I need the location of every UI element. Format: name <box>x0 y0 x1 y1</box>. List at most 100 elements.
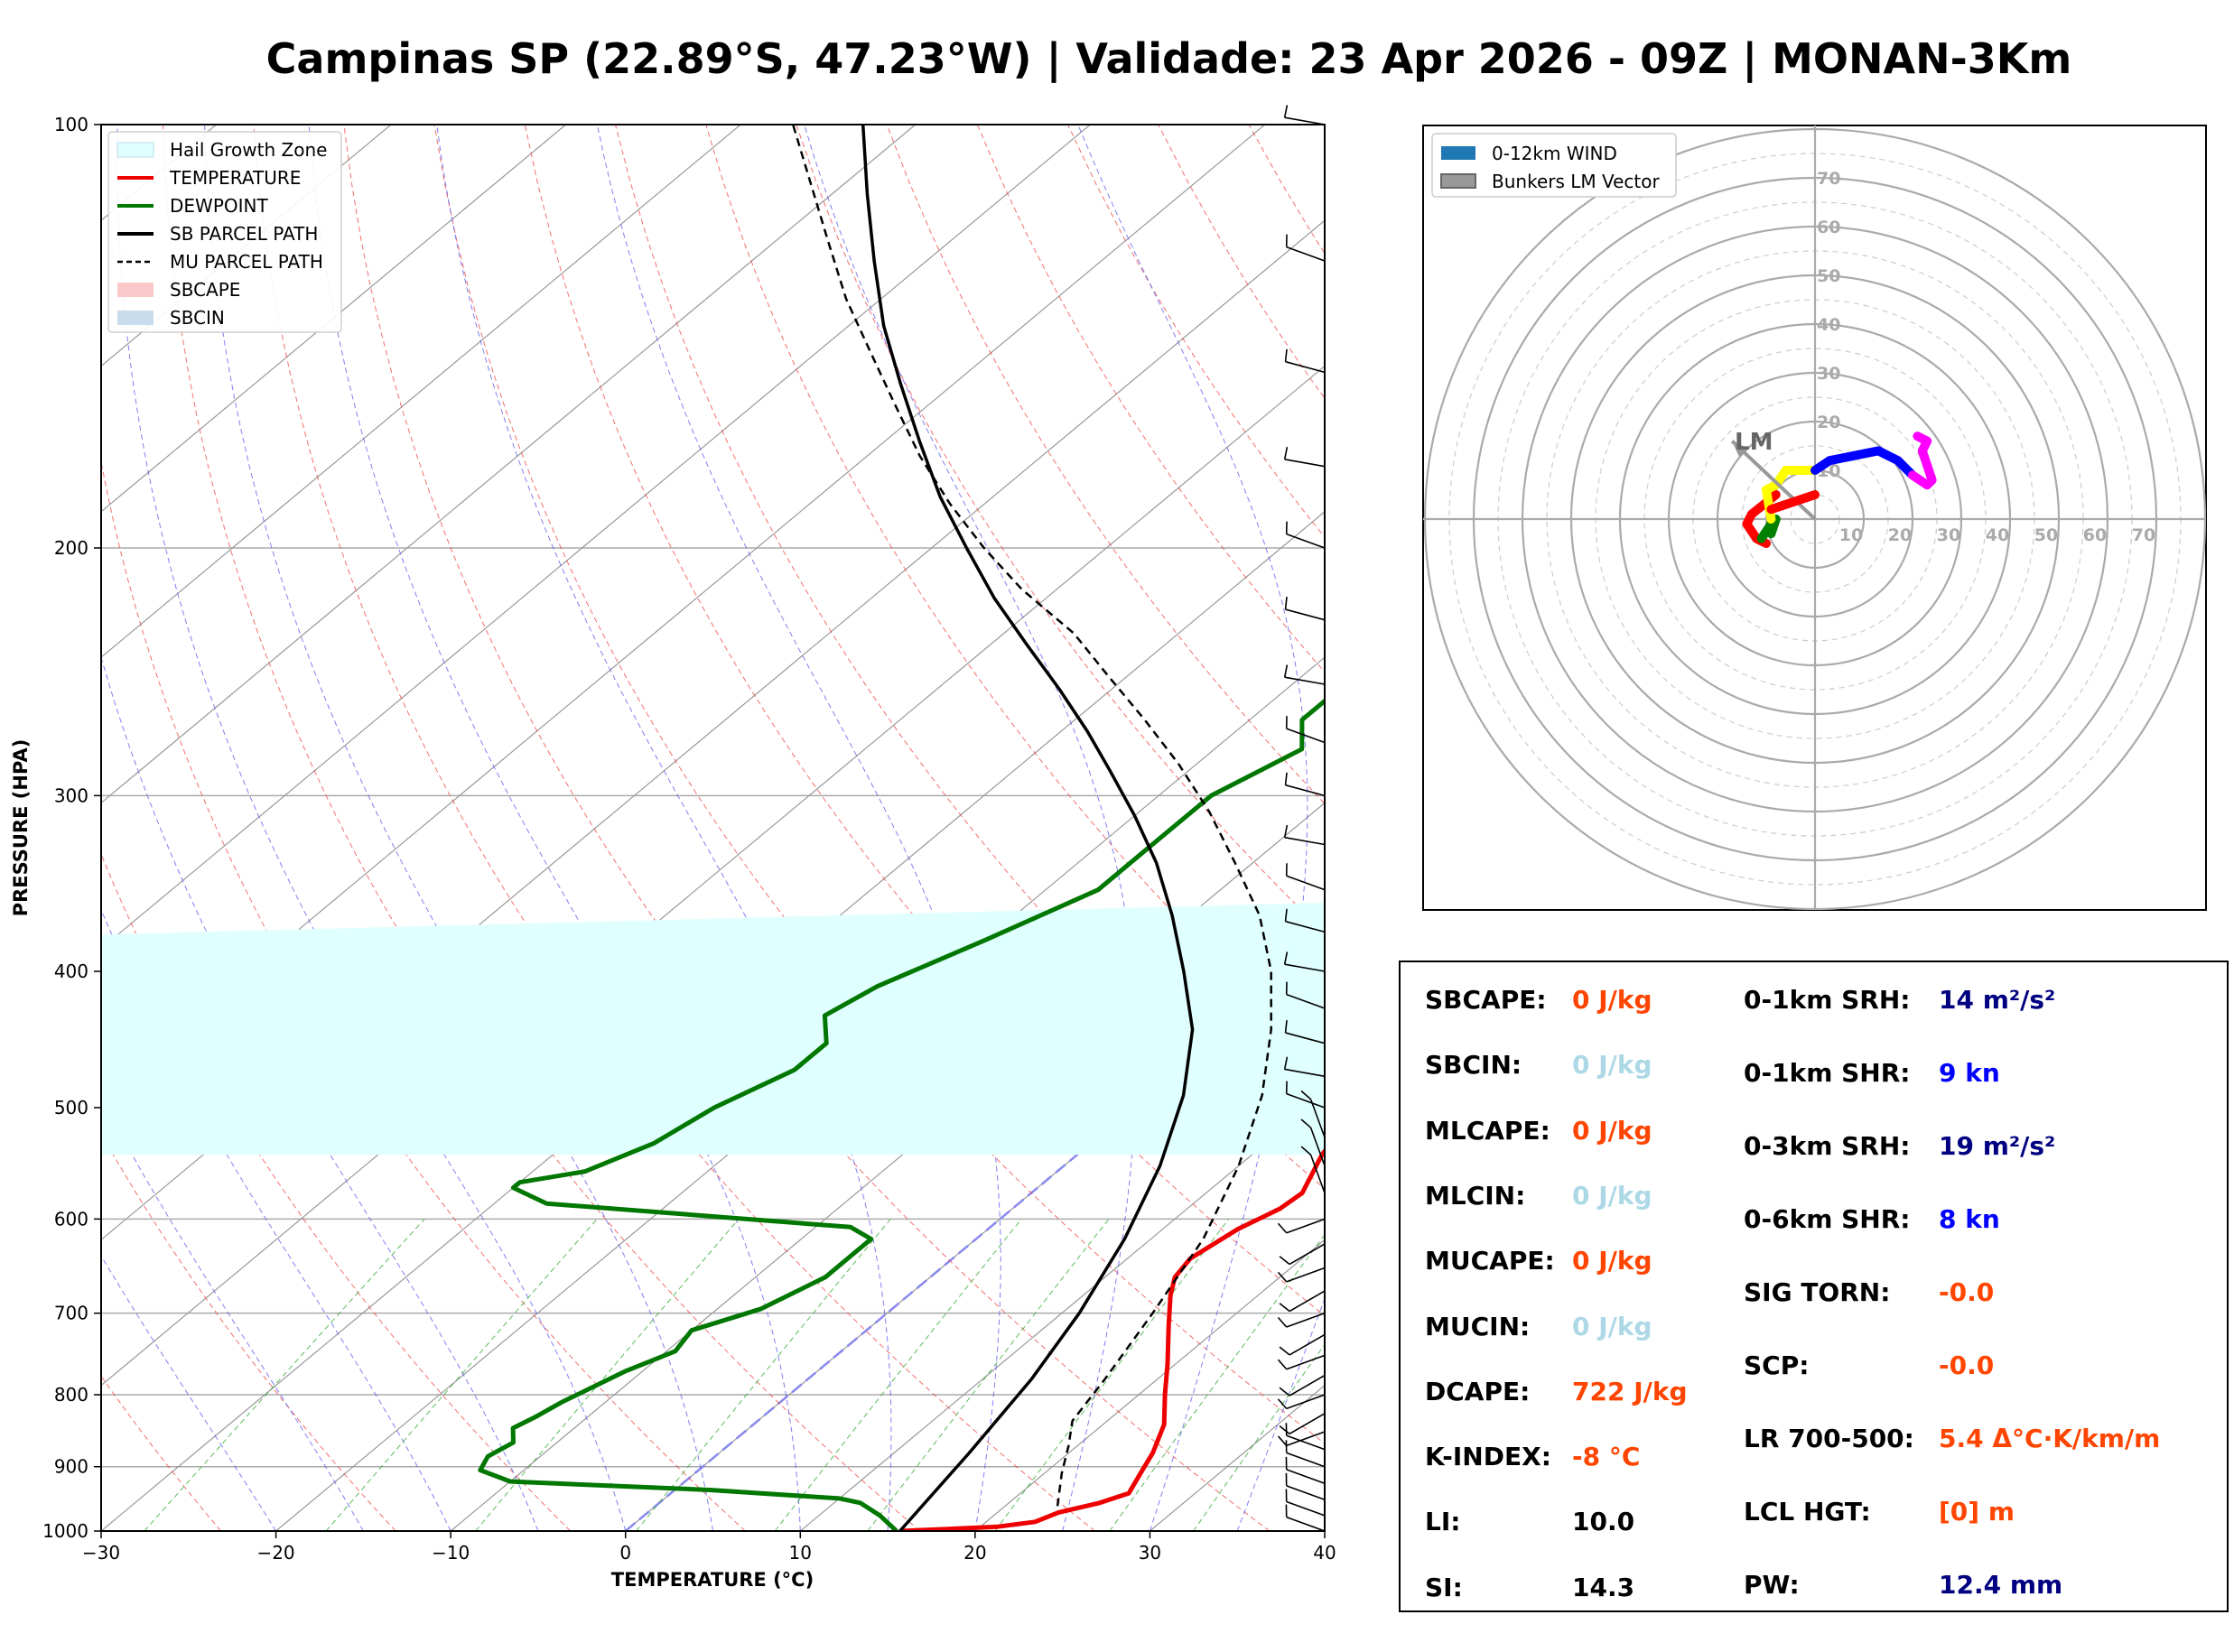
index-label: MUCIN: <box>1425 1311 1531 1341</box>
hodograph-legend-label: Bunkers LM Vector <box>1492 171 1661 192</box>
ring-label-x: 30 <box>1937 525 1960 545</box>
moist-adiabat <box>1077 125 1308 1531</box>
x-axis-label: TEMPERATURE (°C) <box>611 1569 814 1591</box>
index-value: -8 °C <box>1572 1442 1641 1472</box>
moist-adiabat <box>101 655 539 1531</box>
mixing-ratio-line <box>1109 1233 1325 1531</box>
ring-label-x: 40 <box>1986 525 2009 545</box>
index-value: 14.3 <box>1572 1572 1635 1602</box>
wind-barb-flag <box>1283 1056 1289 1070</box>
x-tick-label: −20 <box>256 1542 294 1564</box>
isotherm-line <box>275 656 1325 1531</box>
wind-barb-flag <box>1300 1118 1312 1128</box>
moist-adiabat <box>804 125 1137 1531</box>
hodograph-segment <box>1766 490 1820 515</box>
wind-barb <box>1286 875 1326 891</box>
legend-box <box>107 131 342 333</box>
legend-label: SB PARCEL PATH <box>170 223 318 245</box>
index-label: LI: <box>1425 1507 1461 1537</box>
isotherm-line <box>101 125 1266 1095</box>
y-tick-label: 300 <box>54 784 88 806</box>
wind-barb <box>1286 1469 1326 1485</box>
y-tick-label: 800 <box>54 1384 88 1406</box>
dry-adiabat <box>615 125 1325 1190</box>
index-value: 19 m²/s² <box>1939 1131 2056 1161</box>
ring-label-y: 50 <box>1817 266 1840 286</box>
index-value: -0.0 <box>1939 1277 1995 1307</box>
ring-label-x: 20 <box>1888 525 1912 545</box>
legend-label: TEMPERATURE <box>169 167 301 189</box>
wind-barb-flag <box>1283 951 1289 965</box>
dry-adiabat <box>343 125 1271 1531</box>
dry-adiabat <box>433 125 1325 1444</box>
ring-label-y: 70 <box>1817 169 1840 189</box>
mixing-ratio-line <box>475 1219 740 1531</box>
index-label: SI: <box>1425 1572 1463 1602</box>
isotherm-line <box>101 125 217 221</box>
lm-label: LM <box>1735 429 1773 456</box>
indices-panel: SBCAPE: 0 J/kg SBCIN: 0 J/kg MLCAPE: 0 J/kg ML… <box>1399 961 2229 1612</box>
legend-swatch <box>117 311 154 325</box>
moist-adiabat <box>116 125 627 1531</box>
isotherm-line <box>799 1093 1325 1531</box>
wind-barb-flag <box>1284 348 1288 362</box>
wind-barb <box>1286 1500 1326 1517</box>
y-tick-label: 900 <box>54 1456 88 1478</box>
dry-adiabat <box>101 1375 221 1531</box>
wind-barb-flag <box>1279 1425 1290 1434</box>
wind-barb-flag <box>1284 1020 1288 1034</box>
legend-label: Hail Growth Zone <box>170 139 327 161</box>
x-tick-label: 0 <box>619 1542 631 1564</box>
index-label: LR 700-500: <box>1744 1424 1914 1453</box>
wind-barb <box>1286 1312 1326 1328</box>
y-tick-label: 200 <box>54 537 88 559</box>
ring-label-y: 30 <box>1817 364 1840 384</box>
wind-barb <box>1286 1092 1326 1109</box>
wind-barb-flag <box>1284 908 1288 922</box>
index-label: 0-3km SRH: <box>1744 1131 1911 1161</box>
legend-label: SBCIN <box>170 307 225 329</box>
isotherm-line <box>101 511 1325 1531</box>
moist-adiabat <box>308 125 801 1531</box>
y-axis-label: PRESSURE (HPA) <box>10 739 32 917</box>
wind-barb-flag <box>1283 824 1289 838</box>
index-value: 9 kn <box>1939 1058 2000 1088</box>
x-tick-label: −30 <box>82 1542 120 1564</box>
isotherm-line <box>101 125 1091 950</box>
hodograph-segment <box>1762 466 1820 524</box>
index-value: 0 J/kg <box>1572 1311 1652 1341</box>
wind-barb <box>1289 1413 1326 1435</box>
legend-label: MU PARCEL PATH <box>170 251 323 273</box>
wind-barb <box>1286 1354 1326 1370</box>
wind-barb <box>1286 1218 1326 1234</box>
wind-barb <box>1285 784 1326 797</box>
wind-barb-flag <box>1277 1359 1288 1370</box>
index-label: DCAPE: <box>1425 1376 1531 1406</box>
moist-adiabat <box>101 1097 364 1531</box>
wind-barb <box>1285 920 1326 933</box>
y-tick-label: 400 <box>54 961 88 982</box>
ring-label-y: 40 <box>1817 315 1840 335</box>
isotherm-line <box>101 125 917 804</box>
mixing-ratio-line <box>994 1219 1230 1531</box>
index-value: 12.4 mm <box>1939 1570 2063 1600</box>
isotherm-line <box>101 125 392 367</box>
series-temperature <box>899 1147 1325 1531</box>
y-tick-label: 700 <box>54 1303 88 1324</box>
series-mu-parcel-path <box>792 125 1272 1507</box>
series-dewpoint <box>478 698 1325 1531</box>
x-tick-label: 30 <box>1139 1542 1161 1564</box>
isotherm-line <box>101 125 741 658</box>
ring-label-y: 20 <box>1817 413 1840 432</box>
wind-barb <box>1309 1127 1326 1166</box>
wind-barb <box>1286 1434 1326 1451</box>
ring-label-x: 70 <box>2132 525 2155 545</box>
index-label: MLCIN: <box>1425 1180 1526 1211</box>
wind-barb <box>1286 993 1326 1009</box>
index-value: 8 kn <box>1939 1204 2000 1234</box>
index-label: 0-1km SHR: <box>1744 1058 1911 1088</box>
wind-barb <box>1286 1431 1326 1447</box>
mixing-ratio-line <box>774 1219 1022 1531</box>
